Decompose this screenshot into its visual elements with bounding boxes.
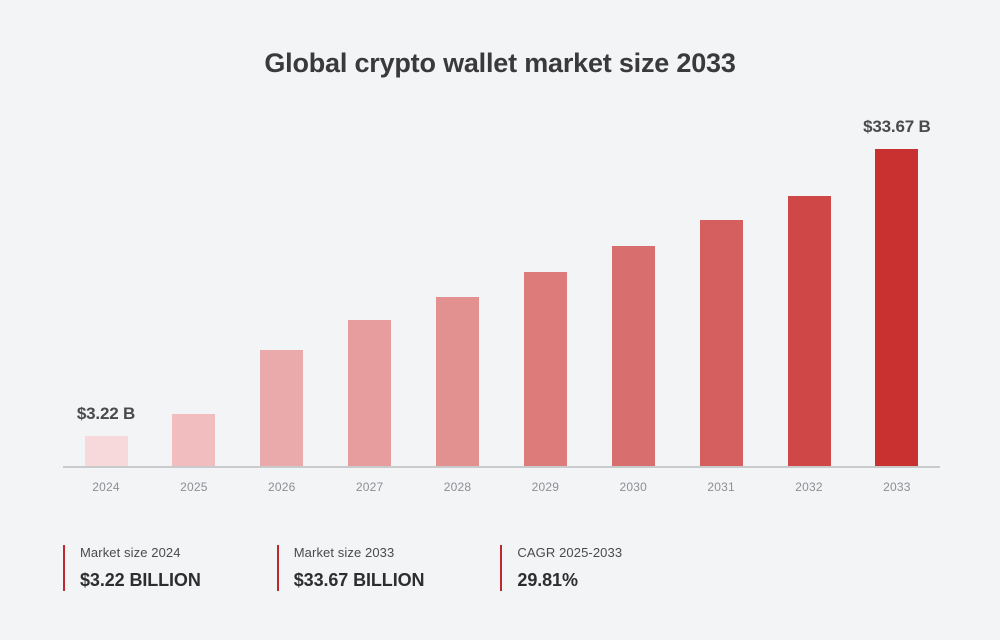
stat-label: Market size 2024 <box>80 545 181 560</box>
stat-value: $3.22 BILLION <box>80 570 201 590</box>
bar-2025[interactable] <box>172 414 216 466</box>
bar-2032[interactable] <box>787 196 831 466</box>
stat-card: Market size 2024 $3.22 BILLION <box>63 545 201 591</box>
bar-2028[interactable] <box>436 297 479 466</box>
bar-2030[interactable] <box>611 246 655 466</box>
x-axis-line <box>63 466 940 468</box>
x-tick-2024: 2024 <box>92 480 120 494</box>
page-title: Global crypto wallet market size 2033 <box>264 48 736 78</box>
x-tick-2033: 2033 <box>883 480 911 494</box>
bar-series: $3.22 B $33.67 B <box>63 110 940 466</box>
accent-rule <box>500 545 503 591</box>
bar-slot[interactable] <box>151 110 237 466</box>
x-tick-2025: 2025 <box>180 480 208 494</box>
stat-text: CAGR 2025-2033 29.81% <box>517 545 622 591</box>
stat-value: 29.81% <box>517 570 578 590</box>
bar-slot[interactable] <box>327 110 413 466</box>
accent-rule <box>276 545 279 591</box>
x-tick-2026: 2026 <box>268 480 296 494</box>
bar-slot[interactable] <box>766 110 852 466</box>
stat-value: $33.67 BILLION <box>293 570 425 590</box>
stat-label: CAGR 2025-2033 <box>517 545 623 560</box>
x-tick-2028: 2028 <box>443 480 472 494</box>
bar-slot[interactable]: $3.22 B <box>63 110 149 466</box>
bar-2024[interactable] <box>84 436 128 466</box>
stat-text: Market size 2033 $33.67 BILLION <box>294 545 425 591</box>
stats-summary: Market size 2024 $3.22 BILLION Market size… <box>63 545 698 591</box>
bar-2033[interactable] <box>875 149 919 466</box>
chart-plot-area: $3.22 B $33.67 B <box>63 110 940 468</box>
bar-slot[interactable] <box>590 110 676 466</box>
stat-card: Market size 2033 $33.67 BILLION <box>276 545 425 591</box>
accent-rule <box>63 545 65 591</box>
x-tick-2031: 2031 <box>707 480 735 494</box>
bar-slot[interactable] <box>239 110 325 466</box>
bar-2026[interactable] <box>260 350 304 466</box>
bar-2029[interactable] <box>523 272 567 466</box>
x-tick-2029: 2029 <box>531 480 560 494</box>
stat-card: CAGR 2025-2033 29.81% <box>500 545 622 591</box>
stat-label: Market size 2033 <box>293 545 395 560</box>
x-tick-2032: 2032 <box>795 480 823 494</box>
bar-slot[interactable] <box>678 110 764 466</box>
bar-2027[interactable] <box>348 320 392 466</box>
bar-value-label: $33.67 B <box>863 117 931 136</box>
x-tick-2030: 2030 <box>619 480 647 494</box>
bar-2031[interactable] <box>699 220 743 466</box>
bar-slot[interactable] <box>415 110 501 466</box>
bar-slot[interactable] <box>502 110 588 466</box>
x-axis-labels: 2024 2025 2026 2027 2028 2029 2030 2031 2032 2033 <box>63 480 940 494</box>
x-tick-2027: 2027 <box>355 480 384 494</box>
stat-text: Market size 2024 $3.22 BILLION <box>80 545 201 591</box>
bar-value-label: $3.22 B <box>76 404 136 423</box>
bar-slot[interactable]: $33.67 B <box>854 110 940 466</box>
